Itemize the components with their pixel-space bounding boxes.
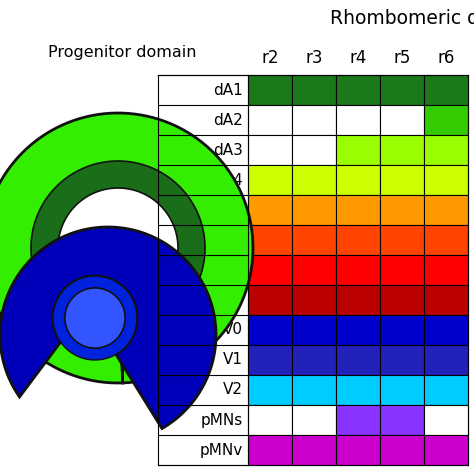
Bar [292,405,336,435]
Bar [248,255,292,285]
Bar [424,105,468,135]
Bar [248,285,292,315]
Bar [292,285,336,315]
Bar [336,285,380,315]
Polygon shape [0,227,216,428]
Bar [424,345,468,375]
Bar [336,165,380,195]
Bar [424,435,468,465]
Text: pMNv: pMNv [200,443,243,457]
Polygon shape [31,161,205,335]
Polygon shape [53,276,137,360]
Bar [248,195,292,225]
Bar [380,195,424,225]
Bar [424,75,468,105]
Text: r6: r6 [438,49,455,67]
Bar [292,225,336,255]
Bar [248,135,292,165]
Text: r4: r4 [349,49,367,67]
Bar [424,405,468,435]
Bar [380,315,424,345]
Bar [292,255,336,285]
Bar [336,135,380,165]
Text: dB1: dB1 [213,202,243,218]
Polygon shape [65,288,125,348]
Bar [248,105,292,135]
Bar [424,315,468,345]
Bar [248,345,292,375]
Bar [292,105,336,135]
Bar [424,285,468,315]
Bar [292,435,336,465]
Bar [292,75,336,105]
Bar [424,195,468,225]
Bar [336,75,380,105]
Bar [380,105,424,135]
Text: r3: r3 [305,49,323,67]
Bar [292,375,336,405]
Bar [336,375,380,405]
Bar [248,315,292,345]
Text: Progenitor domain: Progenitor domain [48,45,196,60]
Text: dB4: dB4 [213,292,243,308]
Bar [380,435,424,465]
Polygon shape [65,288,125,348]
Text: dA2: dA2 [213,112,243,128]
Bar [248,225,292,255]
Bar [380,165,424,195]
Text: V1: V1 [223,353,243,367]
Bar [248,75,292,105]
Bar [380,285,424,315]
Bar [248,435,292,465]
Bar [248,375,292,405]
Bar [380,405,424,435]
Text: dA1: dA1 [213,82,243,98]
Bar [336,105,380,135]
Text: dB2: dB2 [213,233,243,247]
Text: dB3: dB3 [213,263,243,277]
Bar [380,375,424,405]
Text: V2: V2 [223,383,243,398]
Bar [292,315,336,345]
Text: Rhombomeric dist: Rhombomeric dist [330,9,474,27]
Bar [424,225,468,255]
Text: pMNs: pMNs [201,412,243,428]
Bar [336,405,380,435]
Bar [292,165,336,195]
Bar [292,345,336,375]
Text: dA4: dA4 [213,173,243,188]
Bar [424,135,468,165]
Bar [336,345,380,375]
Bar [424,165,468,195]
Bar [336,435,380,465]
Bar [336,225,380,255]
Bar [380,225,424,255]
Bar [336,315,380,345]
Bar [292,135,336,165]
Bar [380,75,424,105]
Bar [424,375,468,405]
Bar [248,165,292,195]
Polygon shape [0,113,253,383]
Bar [336,195,380,225]
Bar [380,135,424,165]
Text: r5: r5 [393,49,410,67]
Text: V0: V0 [223,322,243,337]
Bar [380,345,424,375]
Text: r2: r2 [261,49,279,67]
Bar [336,255,380,285]
Bar [424,255,468,285]
Bar [292,195,336,225]
Bar [248,405,292,435]
Bar [380,255,424,285]
Text: dA3: dA3 [213,143,243,157]
